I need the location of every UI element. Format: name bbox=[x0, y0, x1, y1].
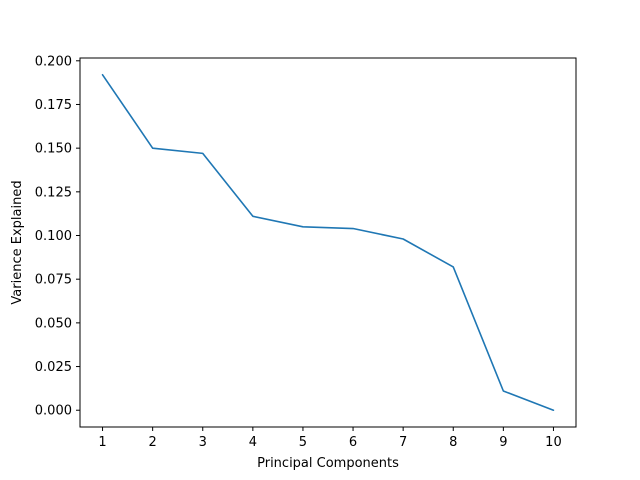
x-tick-label: 3 bbox=[199, 435, 207, 450]
y-tick-label: 0.200 bbox=[35, 54, 72, 69]
x-tick-label: 6 bbox=[349, 435, 357, 450]
x-tick-label: 9 bbox=[499, 435, 507, 450]
y-axis-ticks: 0.000 0.025 0.050 0.075 0.100 0.125 0.150 0.175… bbox=[35, 54, 80, 419]
y-tick-label: 0.050 bbox=[35, 316, 72, 331]
x-tick-label: 8 bbox=[449, 435, 457, 450]
x-tick-label: 7 bbox=[399, 435, 407, 450]
y-tick-label: 0.150 bbox=[35, 142, 72, 157]
x-tick-label: 10 bbox=[545, 435, 562, 450]
x-tick-label: 4 bbox=[249, 435, 257, 450]
y-tick-label: 0.075 bbox=[35, 273, 72, 288]
x-tick-label: 2 bbox=[149, 435, 157, 450]
y-tick-label: 0.025 bbox=[35, 360, 72, 375]
x-axis-ticks: 1 2 3 4 5 6 7 8 9 10 bbox=[98, 427, 562, 450]
y-tick-label: 0.100 bbox=[35, 229, 72, 244]
plot-area bbox=[101, 73, 555, 412]
series-line bbox=[101, 73, 555, 412]
y-tick-label: 0.000 bbox=[35, 404, 72, 419]
y-axis-label: Varience Explained bbox=[10, 180, 25, 304]
y-tick-label: 0.175 bbox=[35, 98, 72, 113]
x-tick-label: 1 bbox=[98, 435, 106, 450]
x-axis-label: Principal Components bbox=[257, 456, 399, 471]
plot-frame bbox=[79, 57, 577, 428]
x-tick-label: 5 bbox=[299, 435, 307, 450]
y-tick-label: 0.125 bbox=[35, 185, 72, 200]
